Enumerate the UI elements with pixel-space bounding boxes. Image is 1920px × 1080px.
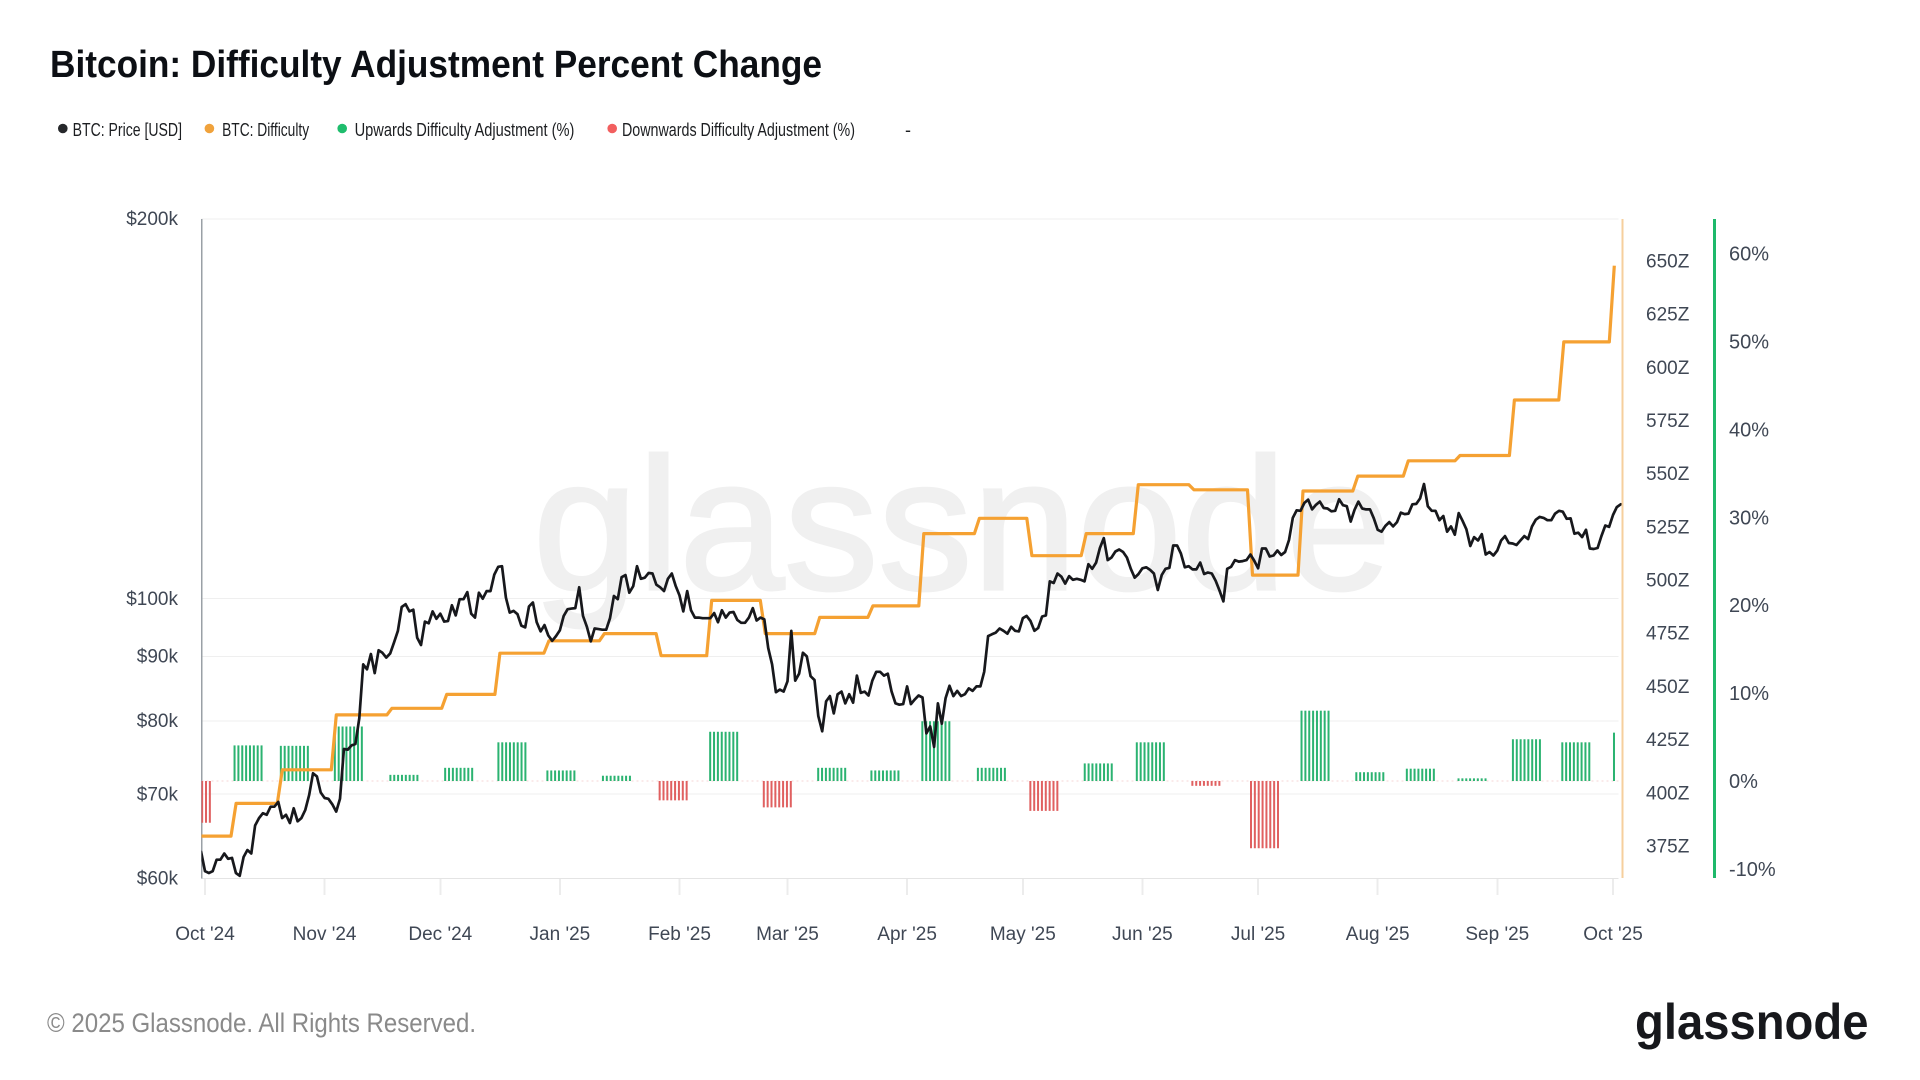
svg-text:Dec '24: Dec '24 xyxy=(408,924,472,945)
svg-text:-: - xyxy=(905,120,911,140)
svg-text:525Z: 525Z xyxy=(1646,517,1690,538)
svg-text:Downwards Difficulty Adjustmen: Downwards Difficulty Adjustment (%) xyxy=(622,120,855,140)
svg-text:475Z: 475Z xyxy=(1646,624,1690,645)
svg-text:60%: 60% xyxy=(1729,244,1769,266)
svg-text:600Z: 600Z xyxy=(1646,358,1690,379)
svg-text:Jan '25: Jan '25 xyxy=(530,924,591,945)
svg-text:Bitcoin: Difficulty Adjustment: Bitcoin: Difficulty Adjustment Percent C… xyxy=(50,44,822,86)
svg-text:Jul '25: Jul '25 xyxy=(1231,924,1285,945)
svg-text:© 2025 Glassnode. All Rights R: © 2025 Glassnode. All Rights Reserved. xyxy=(47,1008,476,1038)
svg-text:$100k: $100k xyxy=(126,589,178,610)
svg-text:400Z: 400Z xyxy=(1646,783,1690,804)
svg-text:50%: 50% xyxy=(1729,332,1769,354)
svg-text:425Z: 425Z xyxy=(1646,730,1690,751)
svg-text:Aug '25: Aug '25 xyxy=(1346,924,1410,945)
svg-text:Apr '25: Apr '25 xyxy=(877,924,937,945)
svg-text:$60k: $60k xyxy=(137,869,179,890)
svg-text:Oct '25: Oct '25 xyxy=(1583,924,1643,945)
svg-text:May '25: May '25 xyxy=(990,924,1056,945)
svg-text:450Z: 450Z xyxy=(1646,677,1690,698)
svg-text:Feb '25: Feb '25 xyxy=(648,924,711,945)
svg-text:40%: 40% xyxy=(1729,419,1769,441)
svg-text:Mar '25: Mar '25 xyxy=(756,924,819,945)
svg-text:20%: 20% xyxy=(1729,595,1769,617)
svg-text:glassnode: glassnode xyxy=(1635,994,1869,1050)
svg-text:30%: 30% xyxy=(1729,507,1769,529)
svg-text:375Z: 375Z xyxy=(1646,837,1690,858)
svg-text:$200k: $200k xyxy=(126,209,178,230)
svg-text:glassnode: glassnode xyxy=(533,419,1391,629)
svg-text:-10%: -10% xyxy=(1729,859,1776,881)
svg-text:Oct '24: Oct '24 xyxy=(175,924,235,945)
svg-text:Jun '25: Jun '25 xyxy=(1112,924,1173,945)
svg-text:625Z: 625Z xyxy=(1646,305,1690,326)
svg-text:$90k: $90k xyxy=(137,647,179,668)
svg-text:575Z: 575Z xyxy=(1646,411,1690,432)
svg-text:Upwards Difficulty Adjustment: Upwards Difficulty Adjustment (%) xyxy=(355,120,575,140)
svg-text:10%: 10% xyxy=(1729,683,1769,705)
svg-text:$80k: $80k xyxy=(137,711,179,732)
svg-text:Sep '25: Sep '25 xyxy=(1465,924,1529,945)
svg-text:0%: 0% xyxy=(1729,771,1758,793)
svg-text:BTC: Price [USD]: BTC: Price [USD] xyxy=(73,120,182,140)
svg-text:650Z: 650Z xyxy=(1646,251,1690,272)
svg-text:Nov '24: Nov '24 xyxy=(293,924,357,945)
svg-text:550Z: 550Z xyxy=(1646,464,1690,485)
svg-text:500Z: 500Z xyxy=(1646,571,1690,592)
svg-text:$70k: $70k xyxy=(137,784,179,805)
svg-text:BTC: Difficulty: BTC: Difficulty xyxy=(222,120,309,140)
